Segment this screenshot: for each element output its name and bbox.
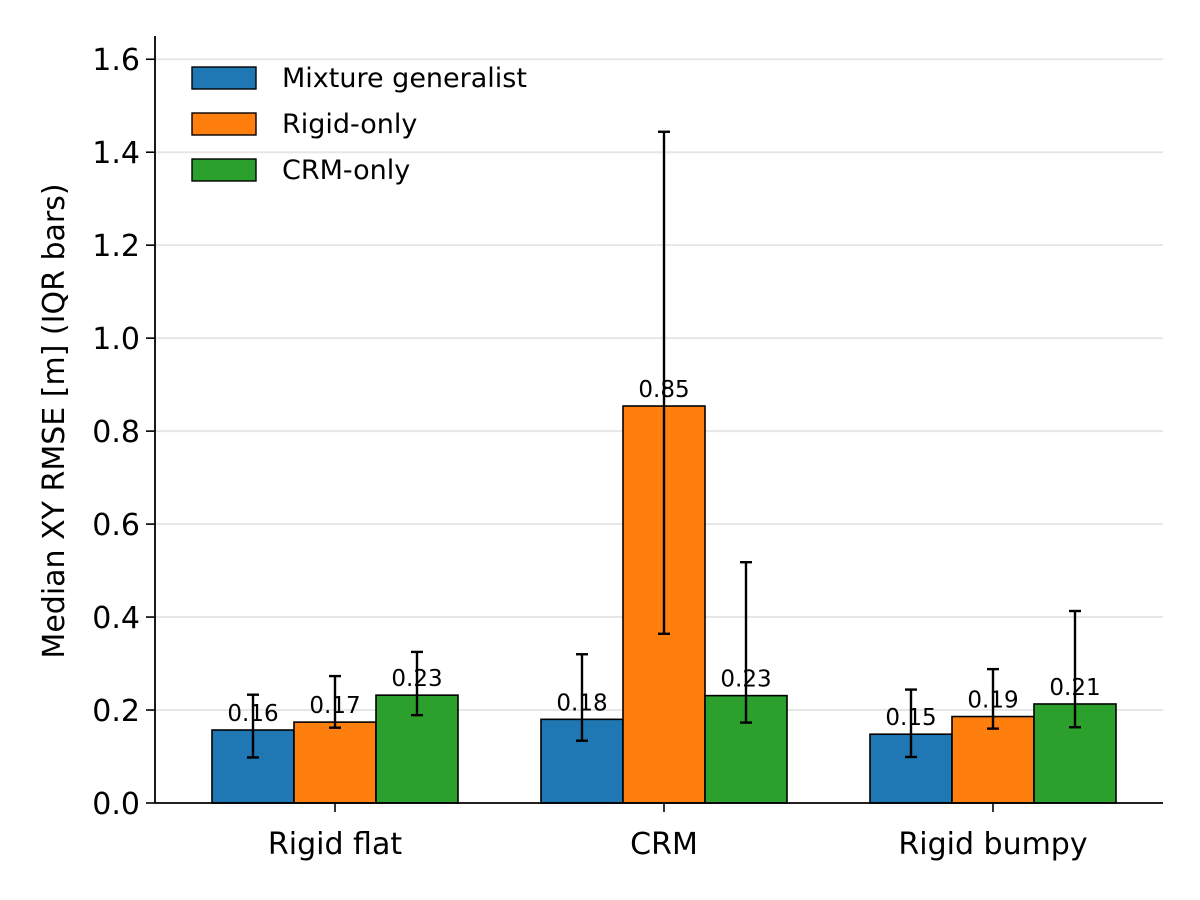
legend-swatch (191, 158, 257, 182)
data-label: 0.16 (227, 701, 278, 727)
error-bars (247, 130, 1081, 759)
data-label: 0.18 (556, 690, 607, 716)
bar (951, 715, 1035, 804)
bars (211, 405, 1117, 804)
x-tick-label: Rigid flat (268, 827, 402, 862)
data-label: 0.85 (638, 377, 689, 403)
data-label: 0.21 (1049, 675, 1100, 701)
y-tick-label: 1.6 (92, 43, 140, 78)
y-tick-label: 0.6 (92, 508, 140, 543)
y-axis-label: Median XY RMSE [m] (IQR bars) (37, 183, 72, 658)
y-tick-label: 1.0 (92, 322, 140, 357)
legend-label: Mixture generalist (282, 63, 527, 94)
legend-swatch (191, 112, 257, 136)
legend: Mixture generalist Rigid-only CRM-only (191, 63, 527, 186)
bar (293, 721, 377, 804)
y-tick-label: 0.2 (92, 694, 140, 729)
y-tick-label: 1.4 (92, 136, 140, 171)
x-tick-label: Rigid bumpy (898, 827, 1087, 862)
y-tick-label: 0.0 (92, 787, 140, 822)
data-label: 0.23 (720, 667, 771, 693)
data-label: 0.17 (309, 693, 360, 719)
legend-swatch (191, 66, 257, 90)
y-tick-label: 1.2 (92, 229, 140, 264)
axes: 0.0 0.2 0.4 0.6 0.8 1.0 1.2 1.4 1.6 Rigid flat CRM… (92, 36, 1163, 862)
y-tick-label: 0.8 (92, 415, 140, 450)
legend-label: CRM-only (282, 155, 410, 186)
data-labels: 0.16 0.17 0.23 0.18 0.85 0.23 0.15 0.19 0.21 (227, 377, 1100, 731)
legend-label: Rigid-only (282, 109, 417, 140)
data-label: 0.15 (885, 705, 936, 731)
data-label: 0.23 (391, 666, 442, 692)
y-tick-label: 0.4 (92, 601, 140, 636)
data-label: 0.19 (967, 688, 1018, 714)
x-tick-label: CRM (630, 827, 698, 862)
